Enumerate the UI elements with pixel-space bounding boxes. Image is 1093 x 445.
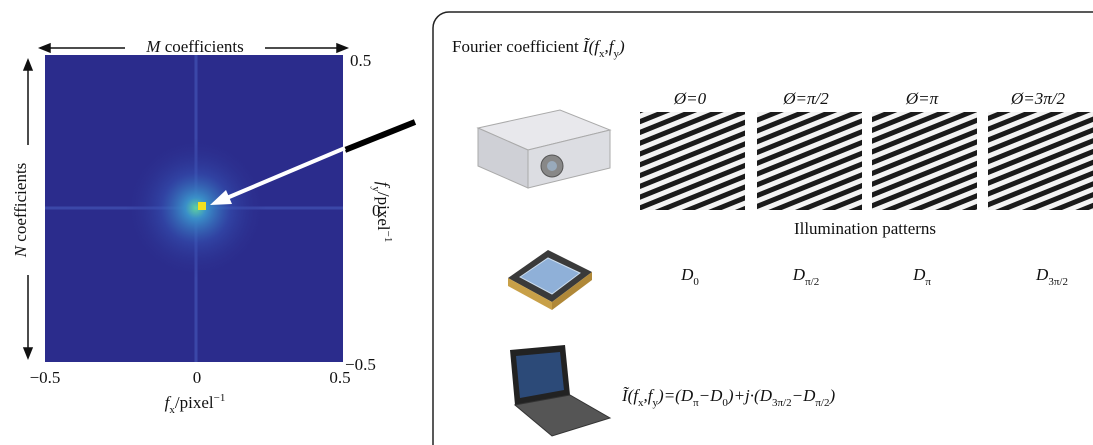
phase-label: Ø=π: [905, 89, 939, 108]
measurement-label: D0: [680, 265, 699, 288]
text-run: 3π/2: [1048, 276, 1068, 288]
text-run: −1: [214, 392, 226, 404]
text-run: 3π/2: [772, 397, 792, 409]
spectrum-image: [45, 55, 343, 362]
text-run: Fourier coefficient: [452, 37, 583, 56]
text-run: coefficients: [160, 37, 243, 56]
text-run: /pixel: [175, 393, 214, 412]
text-run: −1: [382, 231, 394, 243]
text-run: )+j·(D: [727, 386, 773, 405]
text-run: )=(: [657, 386, 682, 405]
text-run: −D: [699, 386, 723, 405]
measurement-label: Dπ/2: [792, 265, 819, 288]
measurement-label: D3π/2: [1035, 265, 1068, 288]
text-run: π/2: [815, 397, 829, 409]
laptop-icon: [510, 345, 610, 436]
text-run: D: [680, 265, 694, 284]
patterns: [640, 112, 1093, 210]
measurement-label: Dπ: [912, 265, 931, 288]
text-run: M: [145, 37, 161, 56]
x-label: fx/pixel−1: [165, 392, 226, 416]
text-run: coefficients: [11, 163, 30, 246]
formula: Ĩ(fx,fy)=(Dπ−D0)+j·(D3π/2−Dπ/2): [621, 386, 835, 409]
camera-icon: [508, 250, 592, 310]
x-tick: 0: [193, 368, 202, 387]
text-run: D: [1035, 265, 1049, 284]
text-run: ): [618, 37, 625, 56]
side-label: N coefficients: [11, 163, 30, 259]
text-run: 0: [693, 276, 699, 288]
figure: M coefficients N coefficients 0.5 0 −0.5…: [0, 0, 1093, 445]
phase-label: Ø=π/2: [782, 89, 829, 108]
phase-label: Ø=0: [673, 89, 707, 108]
projector-icon: [478, 110, 610, 188]
phase-label: Ø=3π/2: [1010, 89, 1065, 108]
x-tick: 0.5: [329, 368, 350, 387]
x-tick: −0.5: [30, 368, 61, 387]
text-run: −D: [792, 386, 816, 405]
text-run: π/2: [805, 276, 819, 288]
top-label: M coefficients: [145, 37, 243, 56]
connector: [345, 122, 415, 150]
text-run: D: [792, 265, 806, 284]
text-run: ): [828, 386, 835, 405]
text-run: D: [680, 386, 694, 405]
patterns-label: Illumination patterns: [794, 219, 936, 238]
text-run: D: [912, 265, 926, 284]
panel-title: Fourier coefficient Ĩ(fx,fy): [452, 37, 625, 60]
text-run: π: [925, 276, 931, 288]
text-run: /pixel: [374, 192, 393, 231]
y-tick: 0.5: [350, 51, 371, 70]
